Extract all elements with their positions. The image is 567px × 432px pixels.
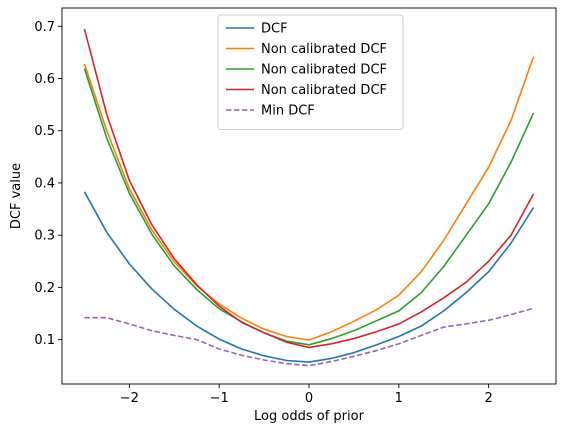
y-tick-label: 0.4 <box>34 176 55 191</box>
legend-label: Min DCF <box>261 104 315 119</box>
x-tick-label: 1 <box>395 391 403 406</box>
y-axis-label: DCF value <box>9 163 24 229</box>
y-tick-label: 0.6 <box>34 72 55 87</box>
x-tick-label: 0 <box>305 391 313 406</box>
y-tick-label: 0.5 <box>34 124 55 139</box>
x-tick-label: −2 <box>120 391 139 406</box>
x-tick-label: 2 <box>484 391 492 406</box>
legend-box <box>217 14 404 130</box>
series-line-1 <box>83 191 535 363</box>
x-axis-label: Log odds of prior <box>254 409 365 424</box>
series-line-3 <box>83 68 535 346</box>
legend: DCF Non calibrated DCF Non calibrated DCF N… <box>217 14 404 130</box>
series-line-5 <box>84 307 534 367</box>
legend-label: Non calibrated DCF <box>261 83 387 98</box>
legend-label: DCF <box>261 22 288 37</box>
x-axis-ticks: −2 −1 0 1 2 <box>120 384 493 406</box>
legend-label: Non calibrated DCF <box>261 63 387 78</box>
series-line-2 <box>83 56 535 341</box>
y-axis-ticks: 0.1 0.2 0.3 0.4 0.5 0.6 0.7 <box>34 20 62 348</box>
plot-area <box>61 7 557 385</box>
x-tick-label: −1 <box>210 391 229 406</box>
y-tick-label: 0.3 <box>34 229 55 244</box>
legend-label: Non calibrated DCF <box>261 42 387 57</box>
y-tick-label: 0.2 <box>34 281 55 296</box>
y-tick-label: 0.1 <box>34 333 55 348</box>
y-tick-label: 0.7 <box>34 20 55 35</box>
series-line-4 <box>83 28 535 349</box>
